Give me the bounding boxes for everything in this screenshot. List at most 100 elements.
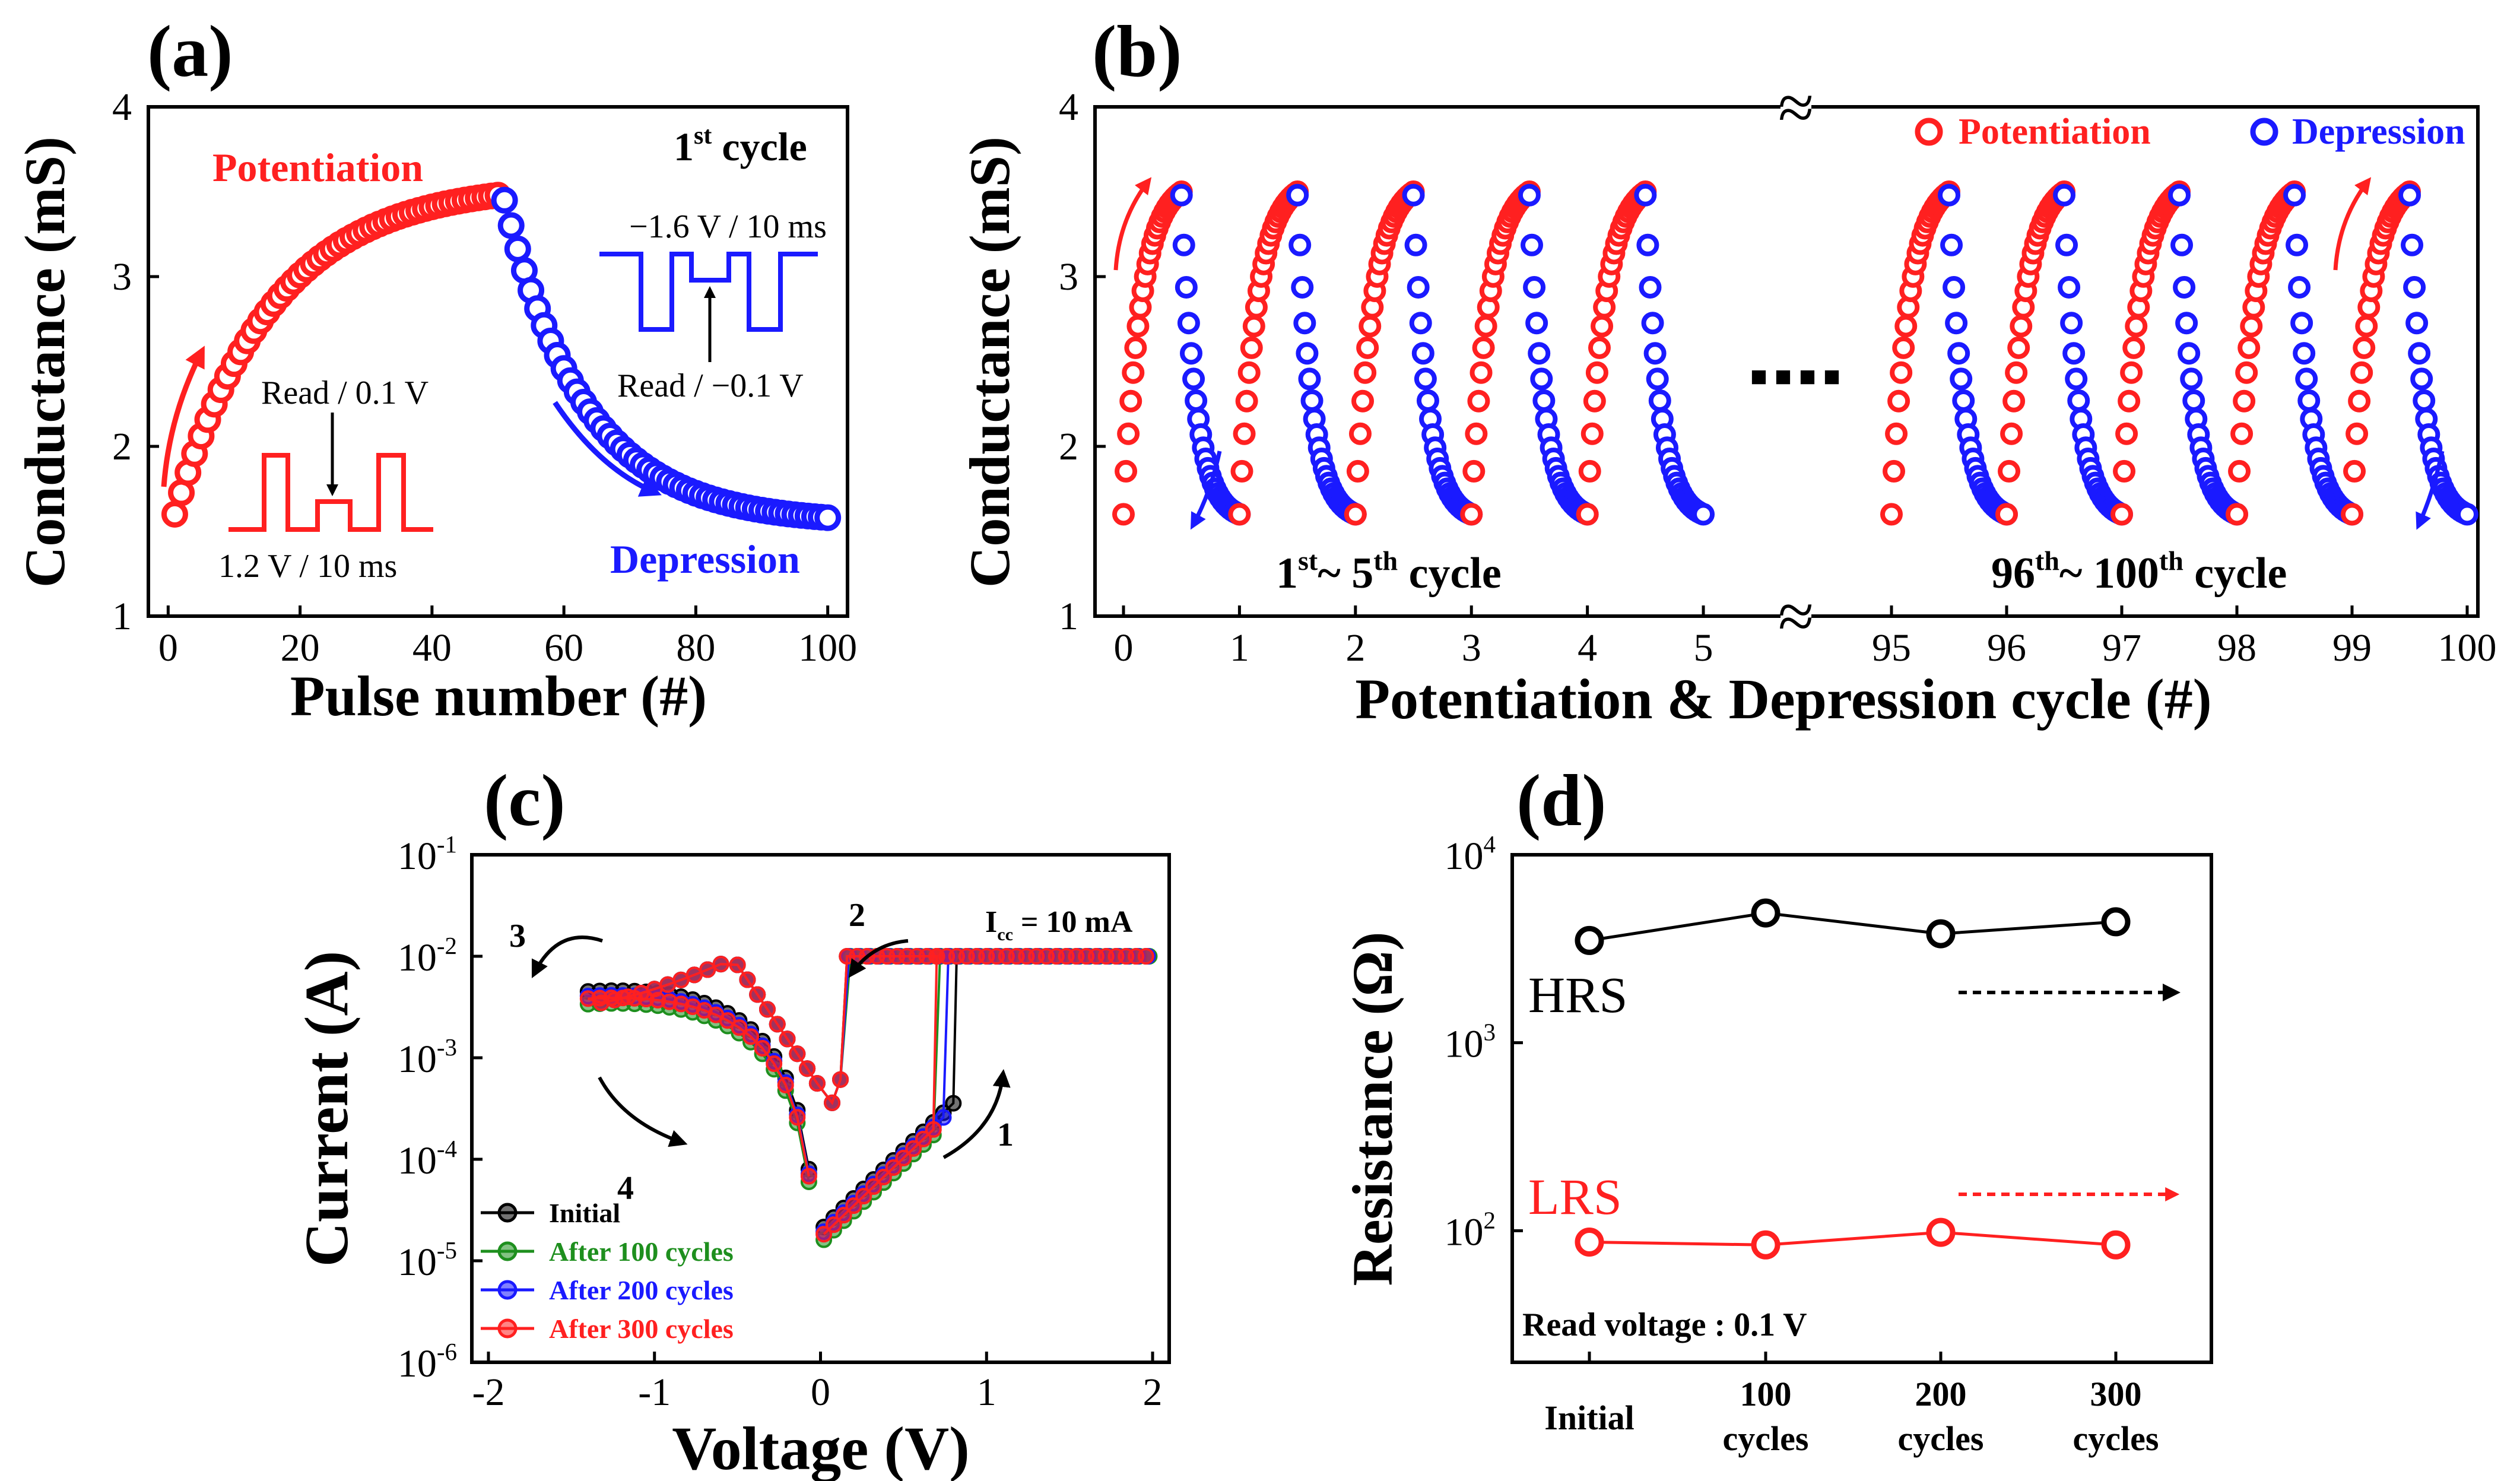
d-point xyxy=(1751,1230,1780,1260)
d-point xyxy=(1926,919,1956,949)
c-point xyxy=(832,1071,849,1088)
c-point xyxy=(739,971,756,988)
c-legend-label: After 200 cycles xyxy=(549,1275,734,1305)
a-xtick-label: 100 xyxy=(798,626,857,670)
b-depression-point xyxy=(1296,342,1319,365)
panel-a-cycle-label: 1st cycle xyxy=(674,122,807,169)
b-depression-point xyxy=(2058,275,2081,299)
b-xtick-label: 1 xyxy=(1230,626,1249,670)
panel-b-ellipsis: ■ ■ ■ ■ xyxy=(1750,361,1840,392)
c-point xyxy=(800,1168,817,1185)
b-xtick-label: 4 xyxy=(1578,626,1597,670)
b-potentiation-point xyxy=(2240,315,2263,338)
b-potentiation-point xyxy=(2233,389,2256,413)
panel-c-ticks: -2 -1 0 1 2 10-1 10-2 10-3 10-4 10-5 10-6 xyxy=(398,830,1163,1414)
panel-a-ylabel: Conductance (mS) xyxy=(13,137,77,588)
b-depression-point xyxy=(1182,367,1205,391)
b-potentiation-point xyxy=(2113,459,2136,483)
c-point xyxy=(845,1197,862,1214)
panel-d-categories: Initial 100 cycles 200 cycles 300 cycles xyxy=(1544,1375,2159,1458)
panel-a-xlabel: Pulse number (#) xyxy=(290,664,707,728)
panel-c-curves xyxy=(579,948,1158,1248)
b-potentiation-point xyxy=(1119,389,1142,413)
b-depression-point xyxy=(1288,233,1312,256)
panel-d-read-voltage: Read voltage : 0.1 V xyxy=(1522,1306,1807,1343)
c-point xyxy=(731,1019,748,1036)
c-legend-marker xyxy=(497,1318,518,1339)
b-depression-point xyxy=(2168,183,2191,207)
d-category-label: cycles xyxy=(2073,1419,2159,1458)
d-point xyxy=(2101,907,2131,937)
c-point xyxy=(935,1109,952,1126)
b-potentiation-point xyxy=(2343,459,2366,483)
c-xtick-label: 2 xyxy=(1143,1371,1163,1414)
b-depression-point xyxy=(1523,275,1546,299)
b-potentiation-point xyxy=(1467,389,1490,413)
d-category-label: cycles xyxy=(1898,1419,1984,1458)
d-ytick-label: 102 xyxy=(1445,1206,1496,1254)
b-potentiation-point xyxy=(2115,422,2138,445)
b-depression-point xyxy=(2403,275,2426,299)
c-point xyxy=(758,1001,776,1018)
b-potentiation-point xyxy=(2010,315,2033,338)
c-point xyxy=(925,1121,942,1138)
b-xtick-label: 2 xyxy=(1345,626,1365,670)
panel-a-depression-label: Depression xyxy=(610,537,800,582)
b-depression-point xyxy=(1528,342,1551,365)
c-point xyxy=(742,1028,759,1045)
a-ytick-label: 3 xyxy=(112,255,132,299)
legend-marker-depression xyxy=(2250,118,2278,146)
c-point xyxy=(779,1030,796,1048)
c-point xyxy=(789,1045,806,1063)
c-point xyxy=(719,1012,736,1029)
d-ytick-label: 103 xyxy=(1445,1019,1496,1066)
c-ytick-label: 10-1 xyxy=(398,830,457,878)
b-potentiation-point xyxy=(1359,315,1382,338)
d-category-label: cycles xyxy=(1723,1419,1809,1458)
b-xtick-label: 99 xyxy=(2332,626,2372,670)
panel-a-pot-waveform xyxy=(228,453,433,532)
a-ytick-label: 1 xyxy=(112,595,132,638)
b-depression-point xyxy=(2178,342,2201,365)
b-depression-point xyxy=(1402,183,1425,207)
c-point xyxy=(712,956,729,973)
a-potentiation-point xyxy=(161,500,188,528)
panel-a: 0 20 40 60 80 100 1 2 3 4 Pulse number (#) Conduc… xyxy=(13,85,857,728)
b-depression-point xyxy=(1940,233,1963,256)
panel-b-range-left: 1st~ 5th cycle xyxy=(1276,546,1502,598)
panel-b-pot-arrow-right xyxy=(2333,177,2372,271)
panel-d-series xyxy=(1575,898,2131,1260)
b-depression-point xyxy=(2401,233,2424,256)
b-potentiation-point xyxy=(2000,422,2023,445)
panel-a-points xyxy=(161,182,842,531)
b-depression-point xyxy=(1293,312,1316,335)
panel-b-legend: Potentiation Depression xyxy=(1915,112,2465,152)
panel-a-frame xyxy=(147,105,849,618)
panel-c-arrow-1 xyxy=(942,1069,1011,1159)
panel-c-arrow-3 xyxy=(531,935,603,979)
b-depression-point xyxy=(1532,389,1556,412)
c-point xyxy=(905,1140,922,1157)
c-point xyxy=(945,1095,962,1112)
b-potentiation-point xyxy=(2350,361,2373,384)
b-depression-point xyxy=(1530,367,1553,391)
d-ytick-label: 104 xyxy=(1445,830,1496,878)
b-potentiation-point xyxy=(2346,422,2369,445)
panel-c-xlabel: Voltage (V) xyxy=(672,1415,970,1481)
panel-d-lrs-label: LRS xyxy=(1528,1168,1622,1225)
b-potentiation-point xyxy=(2118,389,2141,413)
b-depression-point xyxy=(2180,367,2203,391)
panel-a-dep-read-label: Read / −0.1 V xyxy=(617,367,804,404)
b-potentiation-point xyxy=(1462,459,1486,483)
b-potentiation-point xyxy=(1585,361,1608,384)
panel-c-ylabel: Current (A) xyxy=(293,951,361,1267)
panel-c-step-1: 1 xyxy=(997,1117,1014,1153)
b-xtick-label: 98 xyxy=(2217,626,2256,670)
c-ytick-label: 10-3 xyxy=(398,1033,457,1081)
c-point xyxy=(729,956,746,973)
c-point xyxy=(659,976,677,993)
c-point xyxy=(825,1216,842,1233)
panel-c-legend: Initial After 100 cycles After 200 cycles A… xyxy=(481,1198,734,1344)
c-legend-label: Initial xyxy=(549,1198,620,1228)
